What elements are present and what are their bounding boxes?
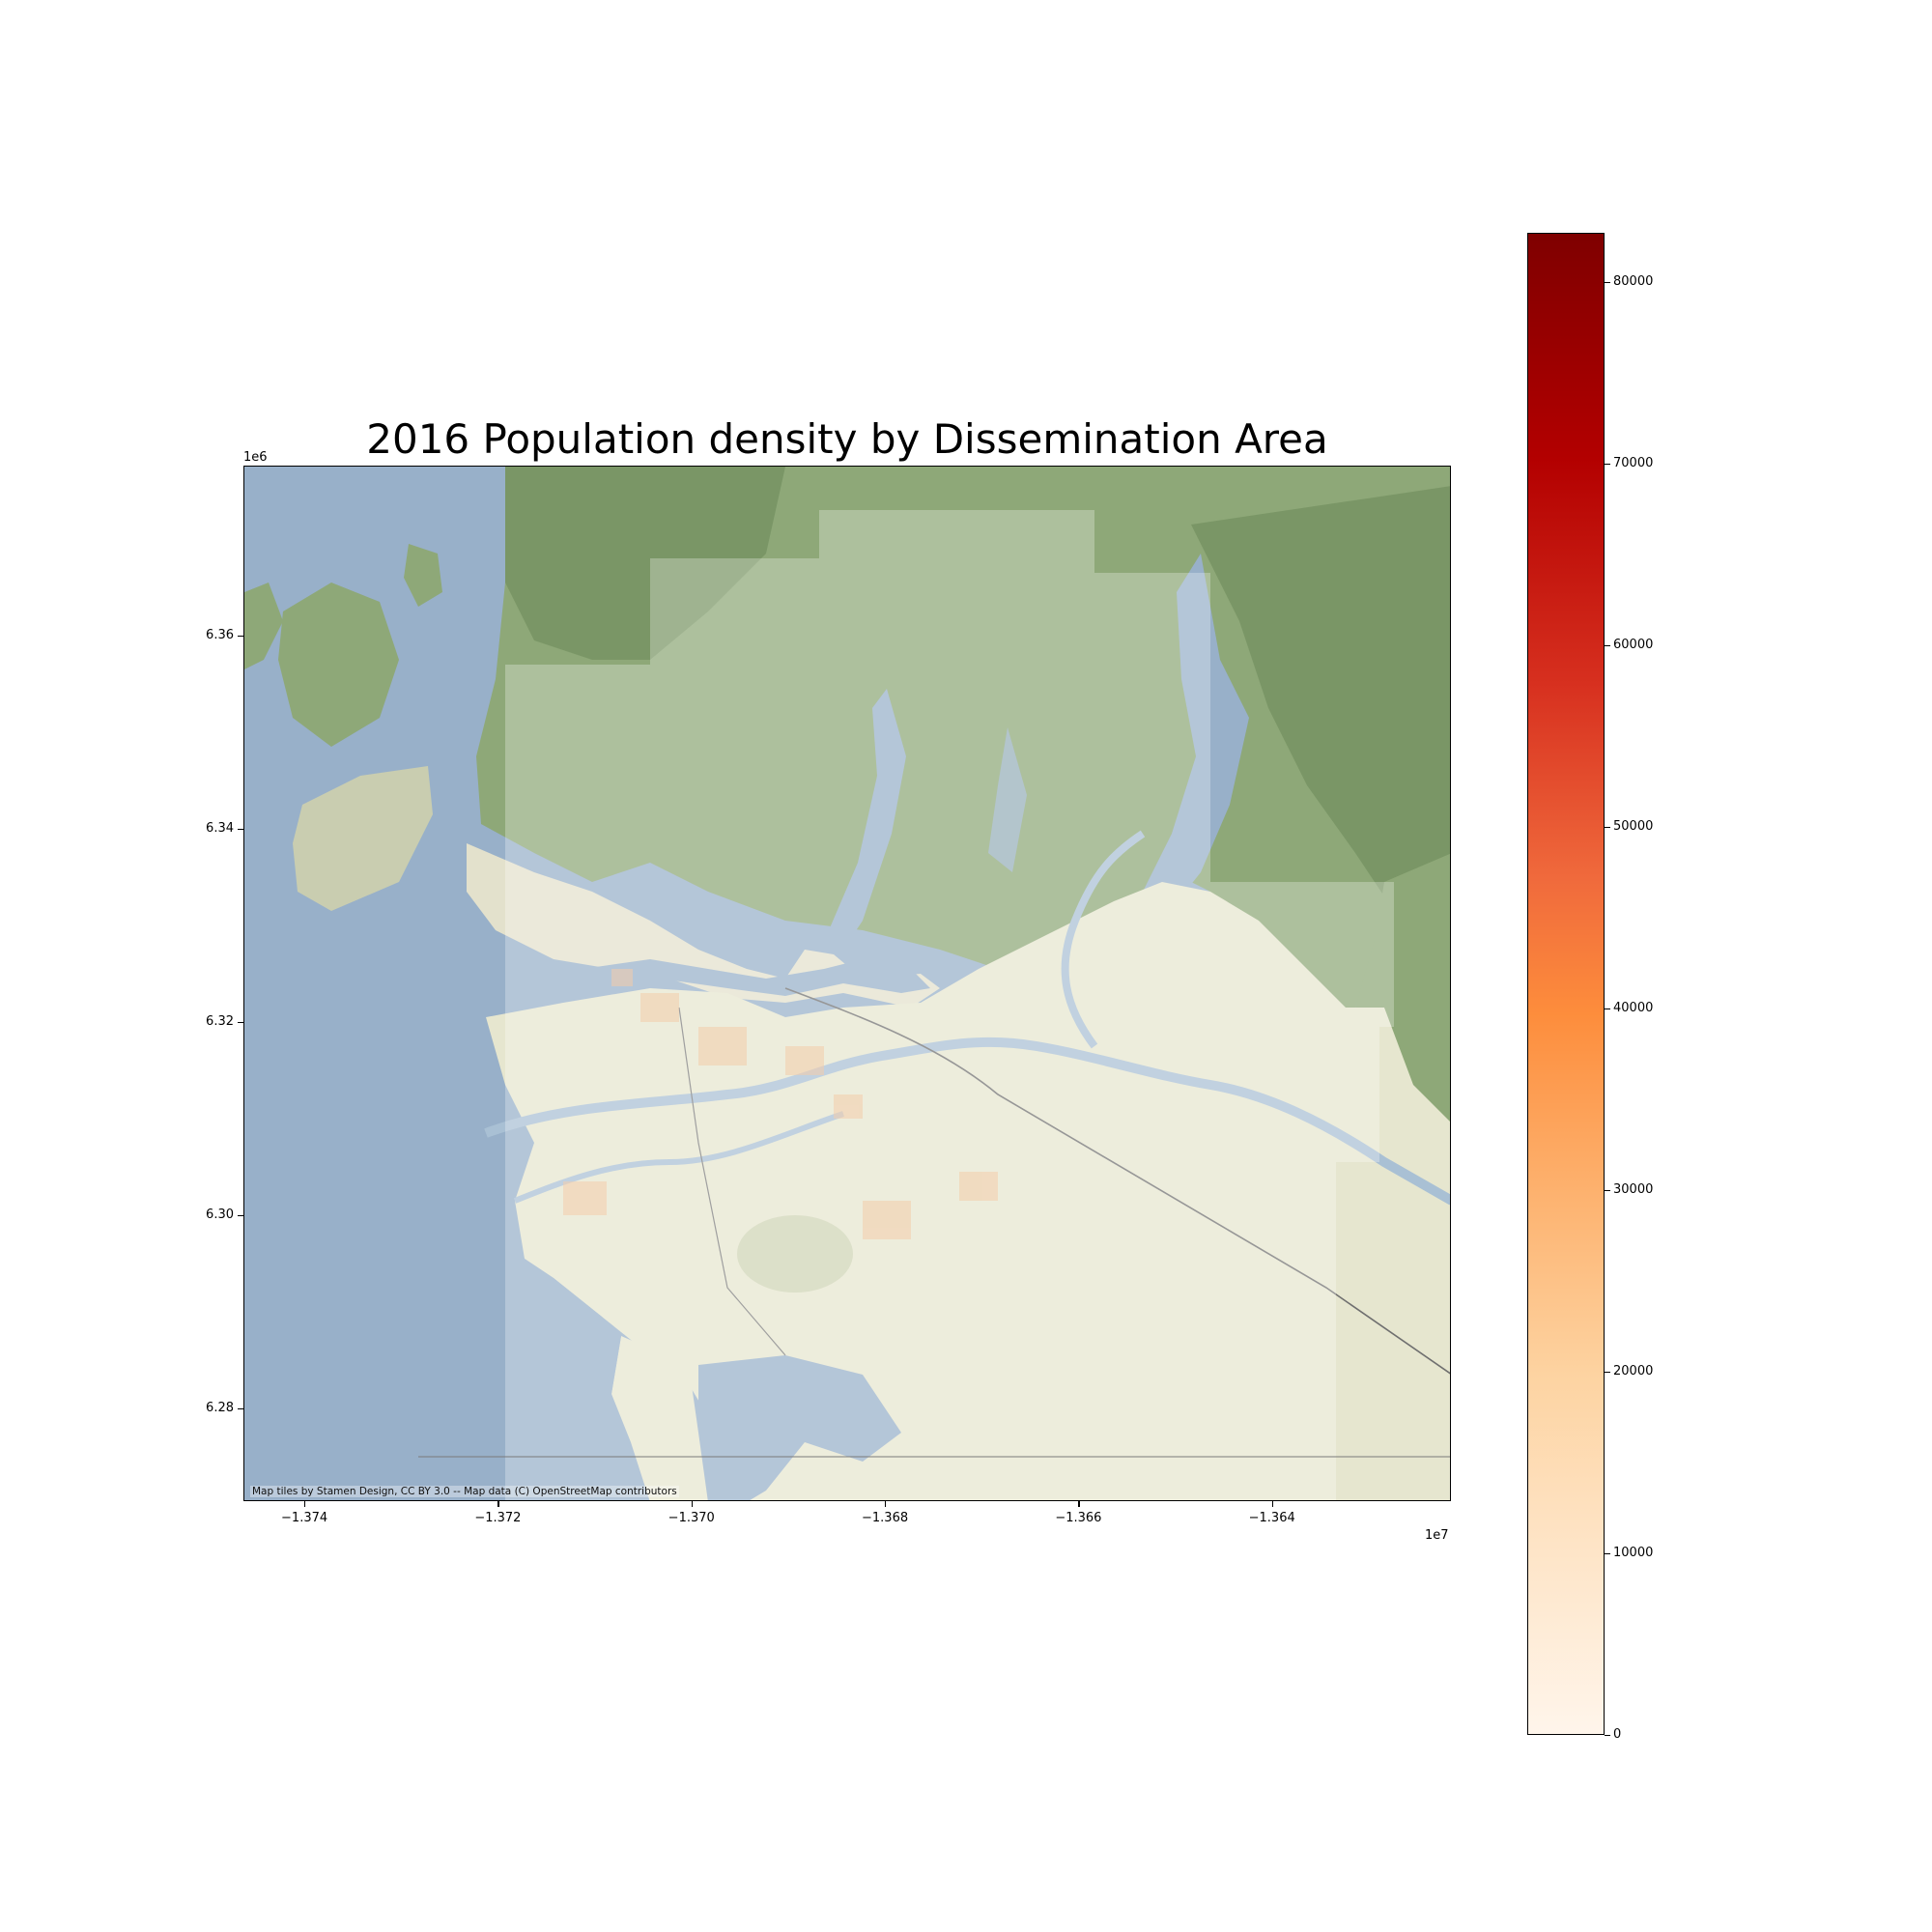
colorbar-tick-mark bbox=[1605, 1189, 1610, 1192]
y-tick-label: 6.28 bbox=[206, 1401, 234, 1415]
y-tick-mark bbox=[238, 636, 243, 638]
burns-bog bbox=[737, 1215, 853, 1293]
x-tick-mark bbox=[304, 1501, 306, 1507]
colorbar-tick-mark bbox=[1605, 1735, 1610, 1737]
x-tick-mark bbox=[885, 1501, 887, 1507]
x-tick-mark bbox=[691, 1501, 694, 1507]
colorbar-tick-label: 50000 bbox=[1613, 818, 1654, 834]
small-island bbox=[404, 544, 442, 607]
y-tick-mark bbox=[238, 1408, 243, 1410]
colorbar-tick-mark bbox=[1605, 281, 1610, 284]
lower-island bbox=[293, 766, 433, 911]
basemap bbox=[244, 467, 1450, 1500]
lake-coquitlam bbox=[988, 727, 1027, 872]
colorbar-tick-label: 20000 bbox=[1613, 1363, 1654, 1378]
highway-99 bbox=[678, 1007, 786, 1356]
pitt-river bbox=[1061, 830, 1146, 1049]
colorbar-tick-mark bbox=[1605, 463, 1610, 466]
y-tick-label: 6.32 bbox=[206, 1014, 234, 1029]
x-tick-label: −1.374 bbox=[281, 1511, 328, 1525]
colorbar-tick-label: 30000 bbox=[1613, 1181, 1654, 1197]
x-tick-label: −1.370 bbox=[668, 1511, 715, 1525]
highway-1 bbox=[784, 987, 1450, 1375]
x-offset-label: 1e7 bbox=[1425, 1528, 1449, 1543]
fraser-north-arm bbox=[513, 1111, 844, 1204]
y-tick-label: 6.30 bbox=[206, 1208, 234, 1222]
point-roberts-water bbox=[244, 1239, 631, 1500]
colorbar-tick-label: 60000 bbox=[1613, 637, 1654, 652]
x-tick-mark bbox=[1078, 1501, 1080, 1507]
urban-density-hints bbox=[563, 969, 998, 1239]
colorbar-tick-mark bbox=[1605, 826, 1610, 829]
north-shore bbox=[467, 843, 940, 1008]
x-tick-label: −1.364 bbox=[1248, 1511, 1295, 1525]
colorbar-tick-label: 80000 bbox=[1613, 273, 1654, 289]
boundary-bay bbox=[698, 1355, 901, 1500]
burrard-inlet bbox=[582, 959, 930, 996]
plot-title: 2016 Population density by Dissemination… bbox=[366, 415, 1328, 463]
x-tick-label: −1.372 bbox=[474, 1511, 522, 1525]
colorbar-tick-label: 70000 bbox=[1613, 455, 1654, 470]
colorbar-tick-label: 10000 bbox=[1613, 1545, 1654, 1560]
x-tick-mark bbox=[1271, 1501, 1274, 1507]
y-tick-mark bbox=[238, 829, 243, 831]
map-attribution: Map tiles by Stamen Design, CC BY 3.0 --… bbox=[250, 1486, 679, 1497]
y-tick-label: 6.36 bbox=[206, 628, 234, 642]
map-axes: Map tiles by Stamen Design, CC BY 3.0 --… bbox=[243, 466, 1451, 1501]
tsawwassen bbox=[611, 1336, 708, 1500]
north-ridges bbox=[505, 467, 785, 660]
colorbar-tick-label: 40000 bbox=[1613, 1000, 1654, 1015]
colorbar-tick-mark bbox=[1605, 1552, 1610, 1555]
east-forest bbox=[1355, 853, 1450, 1122]
y-offset-label: 1e6 bbox=[243, 450, 268, 465]
x-tick-mark bbox=[497, 1501, 499, 1507]
east-ridges bbox=[1191, 486, 1450, 911]
bowen-island bbox=[278, 582, 399, 747]
fjord bbox=[1143, 554, 1249, 921]
data-extent-overlay bbox=[505, 510, 1394, 1500]
colorbar-tick-mark bbox=[1605, 644, 1610, 647]
y-tick-mark bbox=[238, 1215, 243, 1217]
indian-arm bbox=[829, 689, 906, 950]
fraser-river bbox=[484, 1037, 1450, 1206]
colorbar-tick-label: 0 bbox=[1613, 1727, 1622, 1742]
colorbar-tick-mark bbox=[1605, 1371, 1610, 1374]
colorbar bbox=[1527, 233, 1605, 1735]
x-tick-label: −1.366 bbox=[1055, 1511, 1102, 1525]
y-tick-mark bbox=[238, 1022, 243, 1024]
gambier-island bbox=[244, 582, 283, 669]
y-tick-label: 6.34 bbox=[206, 821, 234, 836]
x-tick-label: −1.368 bbox=[862, 1511, 909, 1525]
